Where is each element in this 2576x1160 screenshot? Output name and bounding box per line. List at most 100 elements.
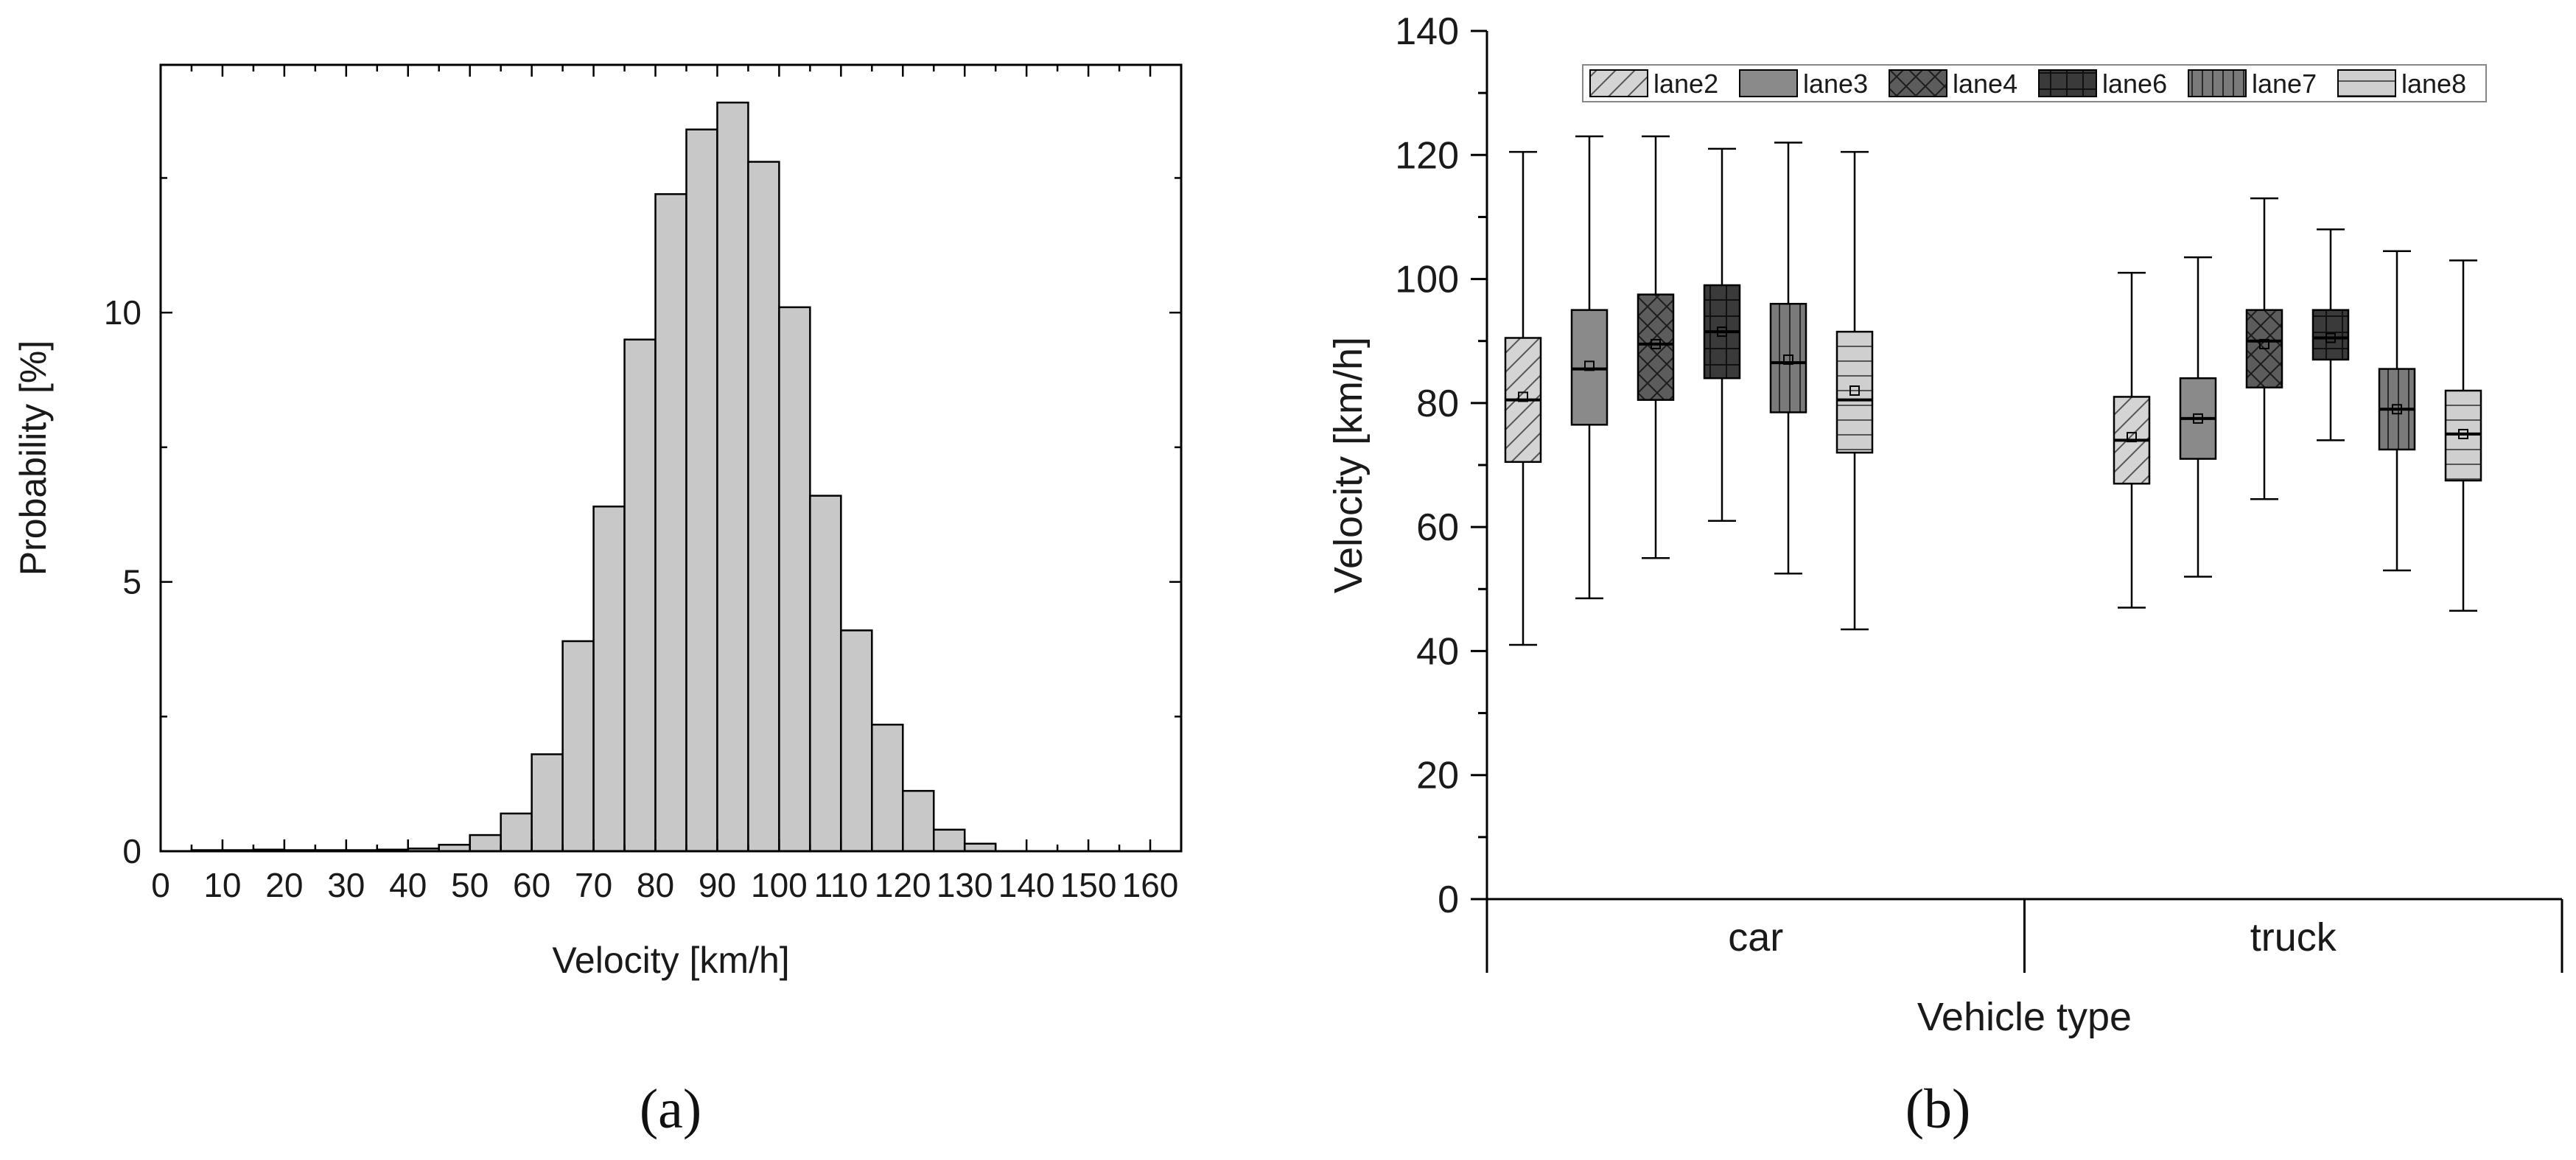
mean-marker (2392, 404, 2402, 415)
x-tick-label: 50 (451, 866, 489, 904)
y-tick-label: 20 (1416, 755, 1459, 797)
legend-item-lane4: lane4 (1889, 69, 2017, 99)
histogram-frame (159, 63, 1183, 853)
histogram-bar (592, 506, 626, 853)
iqr-box (2311, 309, 2350, 361)
x-tick-label: 10 (203, 866, 241, 904)
y-tick-label: 60 (1416, 506, 1459, 549)
category-label: truck (2250, 915, 2337, 960)
histogram-bar (716, 101, 749, 853)
legend-swatch (2038, 69, 2097, 97)
box-lane2-truck (2113, 271, 2151, 609)
histogram-bar (747, 161, 780, 853)
iqr-box (2444, 389, 2482, 482)
legend-item-lane2: lane2 (1589, 69, 1718, 99)
mean-marker (1518, 391, 1528, 402)
iqr-box (1769, 302, 1807, 413)
panel-label-a: (a) (640, 1078, 701, 1140)
legend-item-lane3: lane3 (1739, 69, 1868, 99)
mean-marker (1717, 326, 1727, 338)
box-lane4-car (1637, 135, 1675, 559)
box-lane8-car (1835, 150, 1874, 631)
histogram-bar (902, 789, 935, 853)
box-lane2-car (1504, 150, 1542, 646)
legend-swatch (2188, 69, 2247, 97)
legend-item-lane8: lane8 (2337, 69, 2466, 99)
panel-label-b: (b) (1905, 1078, 1971, 1140)
y-tick-label: 40 (1416, 630, 1459, 673)
histogram-bar (685, 128, 718, 853)
histogram-bar (469, 834, 502, 853)
legend-swatch (1589, 69, 1648, 97)
legend-frame (1582, 64, 2487, 102)
y-tick-label: 0 (122, 832, 141, 870)
legend-item-lane6: lane6 (2038, 69, 2167, 99)
x-tick-label: 90 (699, 866, 736, 904)
histogram-ticks (159, 65, 1181, 853)
histogram-y-axis-label: Probability [%] (13, 340, 54, 576)
box-lane6-car (1703, 147, 1741, 522)
histogram-bar (654, 193, 687, 853)
x-tick-label: 100 (751, 866, 808, 904)
mean-marker (2458, 428, 2468, 439)
box-lane6-truck (2311, 228, 2350, 441)
y-tick-label: 0 (1438, 878, 1459, 921)
boxplot-tick-labels: 0 20 40 60 80 100 120 140 car truck (1395, 10, 2337, 960)
boxplot-axes (1471, 29, 2563, 973)
histogram-bar (840, 629, 873, 853)
y-tick-label: 120 (1395, 134, 1459, 177)
mean-marker (2193, 413, 2203, 424)
histogram-x-axis-label: Velocity [km/h] (552, 940, 789, 981)
y-tick-label: 80 (1416, 382, 1459, 425)
x-tick-label: 40 (389, 866, 427, 904)
box-lane4-truck (2245, 197, 2283, 500)
x-tick-label: 140 (998, 866, 1055, 904)
mean-marker (2325, 332, 2336, 343)
histogram-bar (531, 753, 564, 853)
legend-swatch (1889, 69, 1947, 97)
x-tick-label: 70 (575, 866, 612, 904)
x-tick-label: 0 (151, 866, 170, 904)
mean-marker (1849, 385, 1860, 396)
legend-label: lane7 (2252, 69, 2317, 99)
box-lane3-car (1570, 135, 1609, 600)
category-label: car (1728, 915, 1783, 960)
x-tick-label: 150 (1060, 866, 1117, 904)
mean-marker (1584, 360, 1595, 371)
x-tick-label: 20 (265, 866, 303, 904)
x-tick-label: 60 (513, 866, 550, 904)
box-lane7-car (1769, 141, 1807, 575)
legend-label: lane4 (1953, 69, 2017, 99)
boxplot-y-axis-label: Velocity [km/h] (1326, 337, 1371, 593)
histogram-bar (963, 842, 997, 853)
x-tick-label: 120 (875, 866, 931, 904)
y-tick-label: 5 (122, 563, 141, 601)
box-lane8-truck (2444, 259, 2482, 612)
legend-label: lane8 (2401, 69, 2466, 99)
y-tick-label: 100 (1395, 259, 1459, 301)
x-tick-label: 110 (814, 866, 868, 904)
x-tick-label: 130 (937, 866, 993, 904)
boxplot-legend: lane2 lane3 lane4 lane6 lane7 lane8 (1582, 64, 2487, 102)
iqr-box (1570, 309, 1609, 426)
x-tick-label: 30 (327, 866, 365, 904)
iqr-box (1637, 293, 1675, 401)
legend-label: lane3 (1803, 69, 1868, 99)
y-tick-label: 10 (104, 293, 141, 332)
x-tick-label: 160 (1122, 866, 1179, 904)
mean-marker (1651, 338, 1661, 349)
legend-item-lane7: lane7 (2188, 69, 2317, 99)
histogram-bar (561, 640, 595, 853)
box-lane3-truck (2179, 256, 2217, 578)
histogram-bar (871, 724, 904, 853)
histogram-bars (190, 101, 997, 853)
histogram-panel: 0 10 20 30 40 50 60 70 80 90 100 110 120 130 140 150 160… (13, 63, 1183, 1140)
iqr-box (1835, 330, 1874, 454)
histogram-bar (809, 495, 842, 853)
histogram-bar (623, 338, 657, 853)
histogram-bar (778, 306, 811, 853)
box-lane7-truck (2378, 250, 2416, 572)
y-tick-label: 140 (1395, 10, 1459, 53)
